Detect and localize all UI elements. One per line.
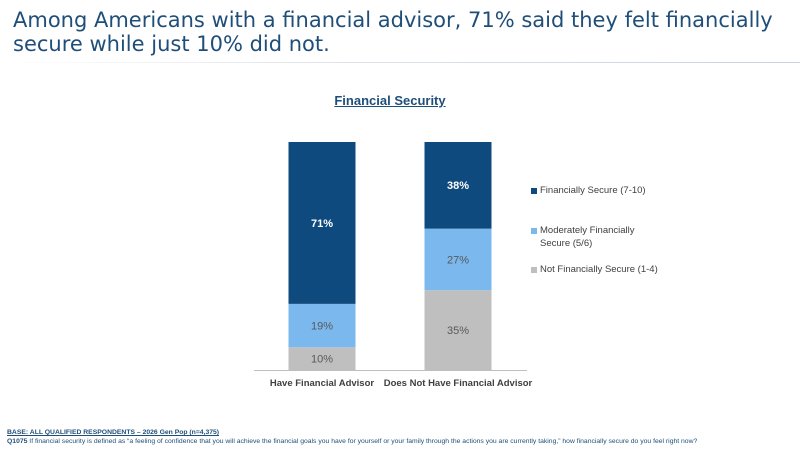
page-headline: Among Americans with a financial advisor… bbox=[13, 8, 773, 56]
bar-segment bbox=[424, 228, 492, 291]
bar-segment bbox=[424, 290, 492, 370]
data-label: 35% bbox=[447, 325, 469, 337]
footnote-base: BASE: ALL QUALIFIED RESPONDENTS – 2026 G… bbox=[7, 429, 220, 436]
chart-title: Financial Security bbox=[334, 93, 446, 108]
category-label: Does Not Have Financial Advisor bbox=[384, 378, 533, 389]
legend-label-financially-secure: Financially Secure (7-10) bbox=[540, 185, 646, 196]
bar-segment bbox=[288, 347, 356, 370]
footnote-question: Q1075 If financial security is defined a… bbox=[7, 437, 797, 446]
legend-label-moderately-secure: Moderately Financially Secure (5/6) bbox=[540, 225, 635, 249]
data-label: 71% bbox=[311, 218, 333, 230]
data-label: 38% bbox=[447, 180, 469, 192]
data-label: 19% bbox=[311, 321, 333, 333]
legend-swatch-not-secure bbox=[531, 267, 537, 273]
bar-segment bbox=[288, 303, 356, 348]
header-divider bbox=[0, 62, 800, 63]
footnote-question-id: Q1075 bbox=[7, 438, 28, 445]
bar-segment bbox=[288, 142, 356, 304]
legend-label-not-secure: Not Financially Secure (1-4) bbox=[540, 264, 658, 275]
footnote-question-text: If financial security is defined as “a f… bbox=[27, 438, 698, 445]
category-label: Have Financial Advisor bbox=[270, 378, 374, 389]
footnote: BASE: ALL QUALIFIED RESPONDENTS – 2026 G… bbox=[7, 428, 797, 446]
legend-swatch-moderately-secure bbox=[531, 228, 537, 234]
legend-swatch-financially-secure bbox=[531, 188, 537, 194]
data-label: 10% bbox=[311, 354, 333, 366]
data-label: 27% bbox=[447, 254, 469, 266]
bar-segment bbox=[424, 142, 492, 229]
